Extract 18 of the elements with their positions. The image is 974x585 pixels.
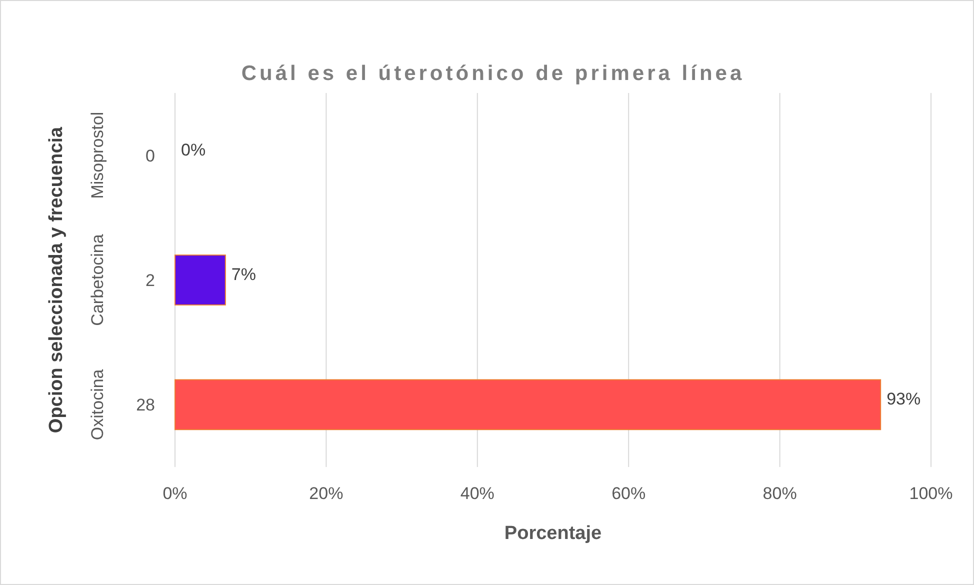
data-label: 0% bbox=[181, 140, 206, 160]
x-tick-label: 40% bbox=[460, 484, 494, 503]
text: 2 bbox=[146, 270, 155, 290]
x-axis-title: Porcentaje bbox=[504, 523, 602, 544]
y-tick-label: Misoprostol bbox=[88, 112, 107, 199]
data-label: 7% bbox=[231, 264, 256, 284]
x-tick-label: 0% bbox=[162, 484, 188, 503]
x-tick-label: 20% bbox=[309, 484, 344, 503]
y-tick-label: Carbetocina bbox=[88, 234, 107, 326]
x-tick-label: 80% bbox=[762, 484, 797, 503]
x-tick-label: 100% bbox=[909, 484, 953, 503]
chart-title: Cuál es el úterotónico de primera línea bbox=[241, 62, 745, 85]
text: 28 bbox=[136, 396, 155, 415]
data-label: 93% bbox=[886, 390, 921, 409]
text: 0 bbox=[146, 146, 155, 166]
y-axis-title: Opcion seleccionada y frecuencia bbox=[46, 126, 67, 434]
y-tick-label: Oxitocina bbox=[88, 368, 107, 440]
x-tick-label: 60% bbox=[612, 484, 646, 503]
